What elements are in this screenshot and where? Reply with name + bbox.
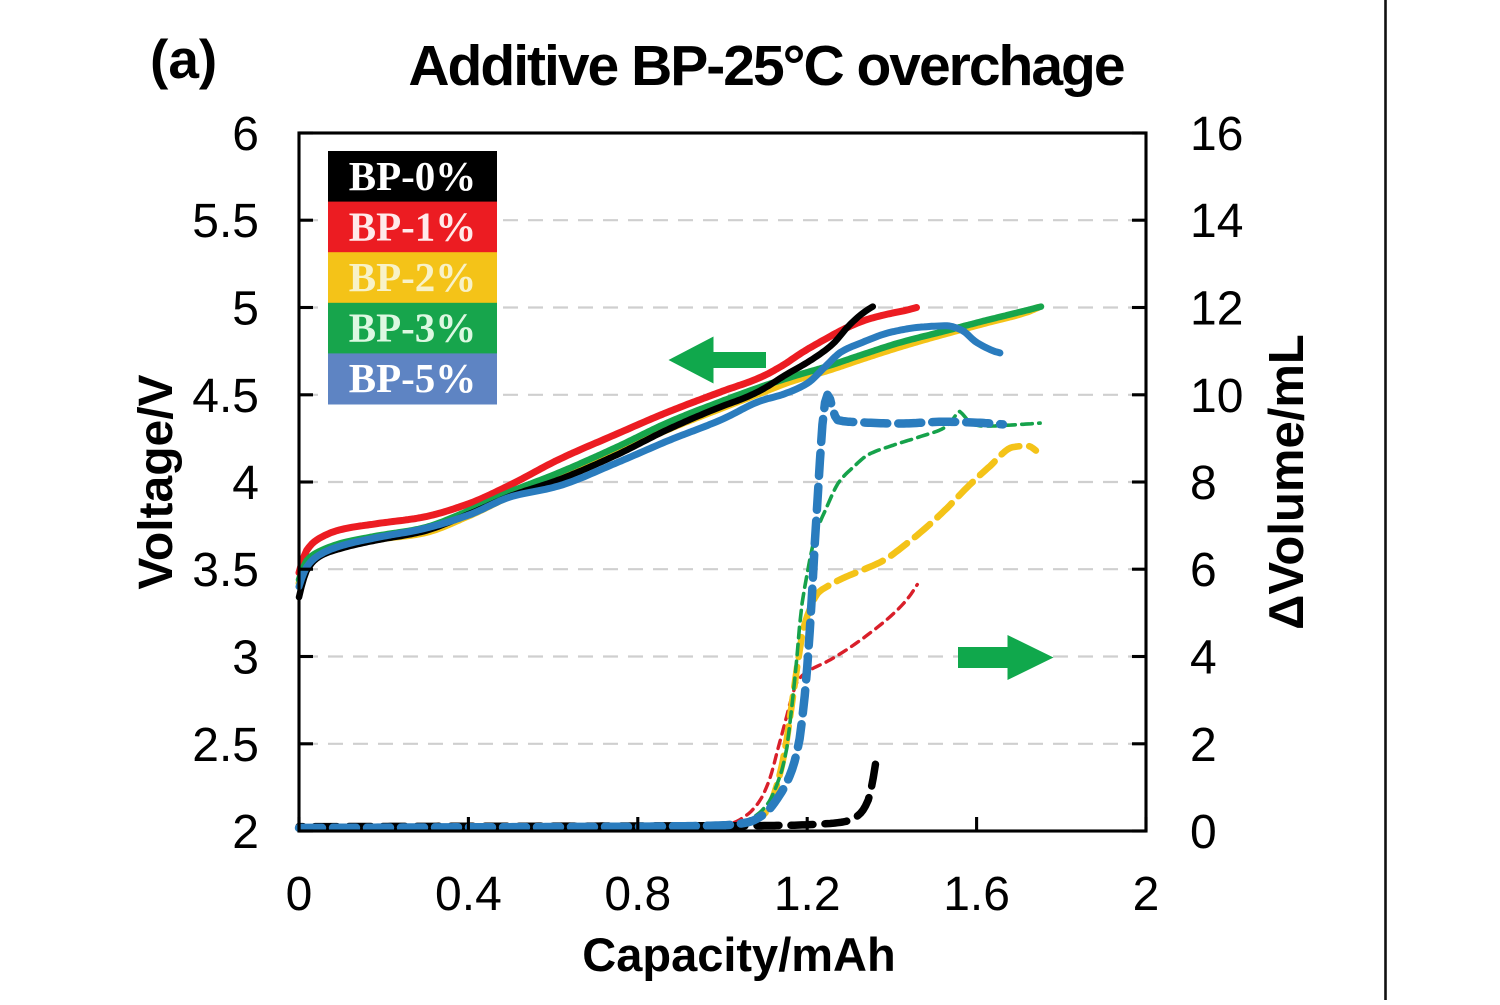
svg-text:BP-0%: BP-0% (349, 153, 477, 199)
svg-text:(a): (a) (150, 28, 217, 90)
svg-text:2: 2 (232, 806, 259, 859)
svg-text:12: 12 (1190, 283, 1243, 336)
svg-text:4: 4 (232, 457, 259, 510)
svg-text:4: 4 (1190, 632, 1217, 685)
svg-text:0: 0 (1190, 806, 1217, 859)
svg-text:0.4: 0.4 (435, 868, 502, 921)
svg-text:2.5: 2.5 (192, 719, 259, 772)
svg-text:2: 2 (1133, 868, 1160, 921)
svg-text:16: 16 (1190, 108, 1243, 161)
svg-text:4.5: 4.5 (192, 370, 259, 423)
svg-text:5: 5 (232, 283, 259, 336)
svg-text:2: 2 (1190, 719, 1217, 772)
svg-text:Capacity/mAh: Capacity/mAh (582, 928, 895, 981)
svg-text:BP-3%: BP-3% (349, 305, 477, 351)
svg-text:0: 0 (286, 868, 313, 921)
svg-text:3.5: 3.5 (192, 544, 259, 597)
svg-text:8: 8 (1190, 457, 1217, 510)
svg-text:Voltage/V: Voltage/V (130, 374, 183, 589)
svg-text:0.8: 0.8 (604, 868, 671, 921)
svg-text:BP-5%: BP-5% (349, 355, 477, 401)
svg-text:6: 6 (232, 108, 259, 161)
svg-text:ΔVolume/mL: ΔVolume/mL (1260, 334, 1314, 630)
svg-text:6: 6 (1190, 544, 1217, 597)
svg-text:1.2: 1.2 (774, 868, 841, 921)
svg-text:14: 14 (1190, 195, 1243, 248)
svg-text:5.5: 5.5 (192, 195, 259, 248)
svg-text:BP-1%: BP-1% (349, 203, 477, 249)
svg-text:BP-2%: BP-2% (349, 254, 477, 300)
svg-text:3: 3 (232, 632, 259, 685)
svg-text:Additive BP-25°C overchage: Additive BP-25°C overchage (408, 34, 1123, 98)
svg-text:1.6: 1.6 (943, 868, 1010, 921)
svg-text:10: 10 (1190, 370, 1243, 423)
